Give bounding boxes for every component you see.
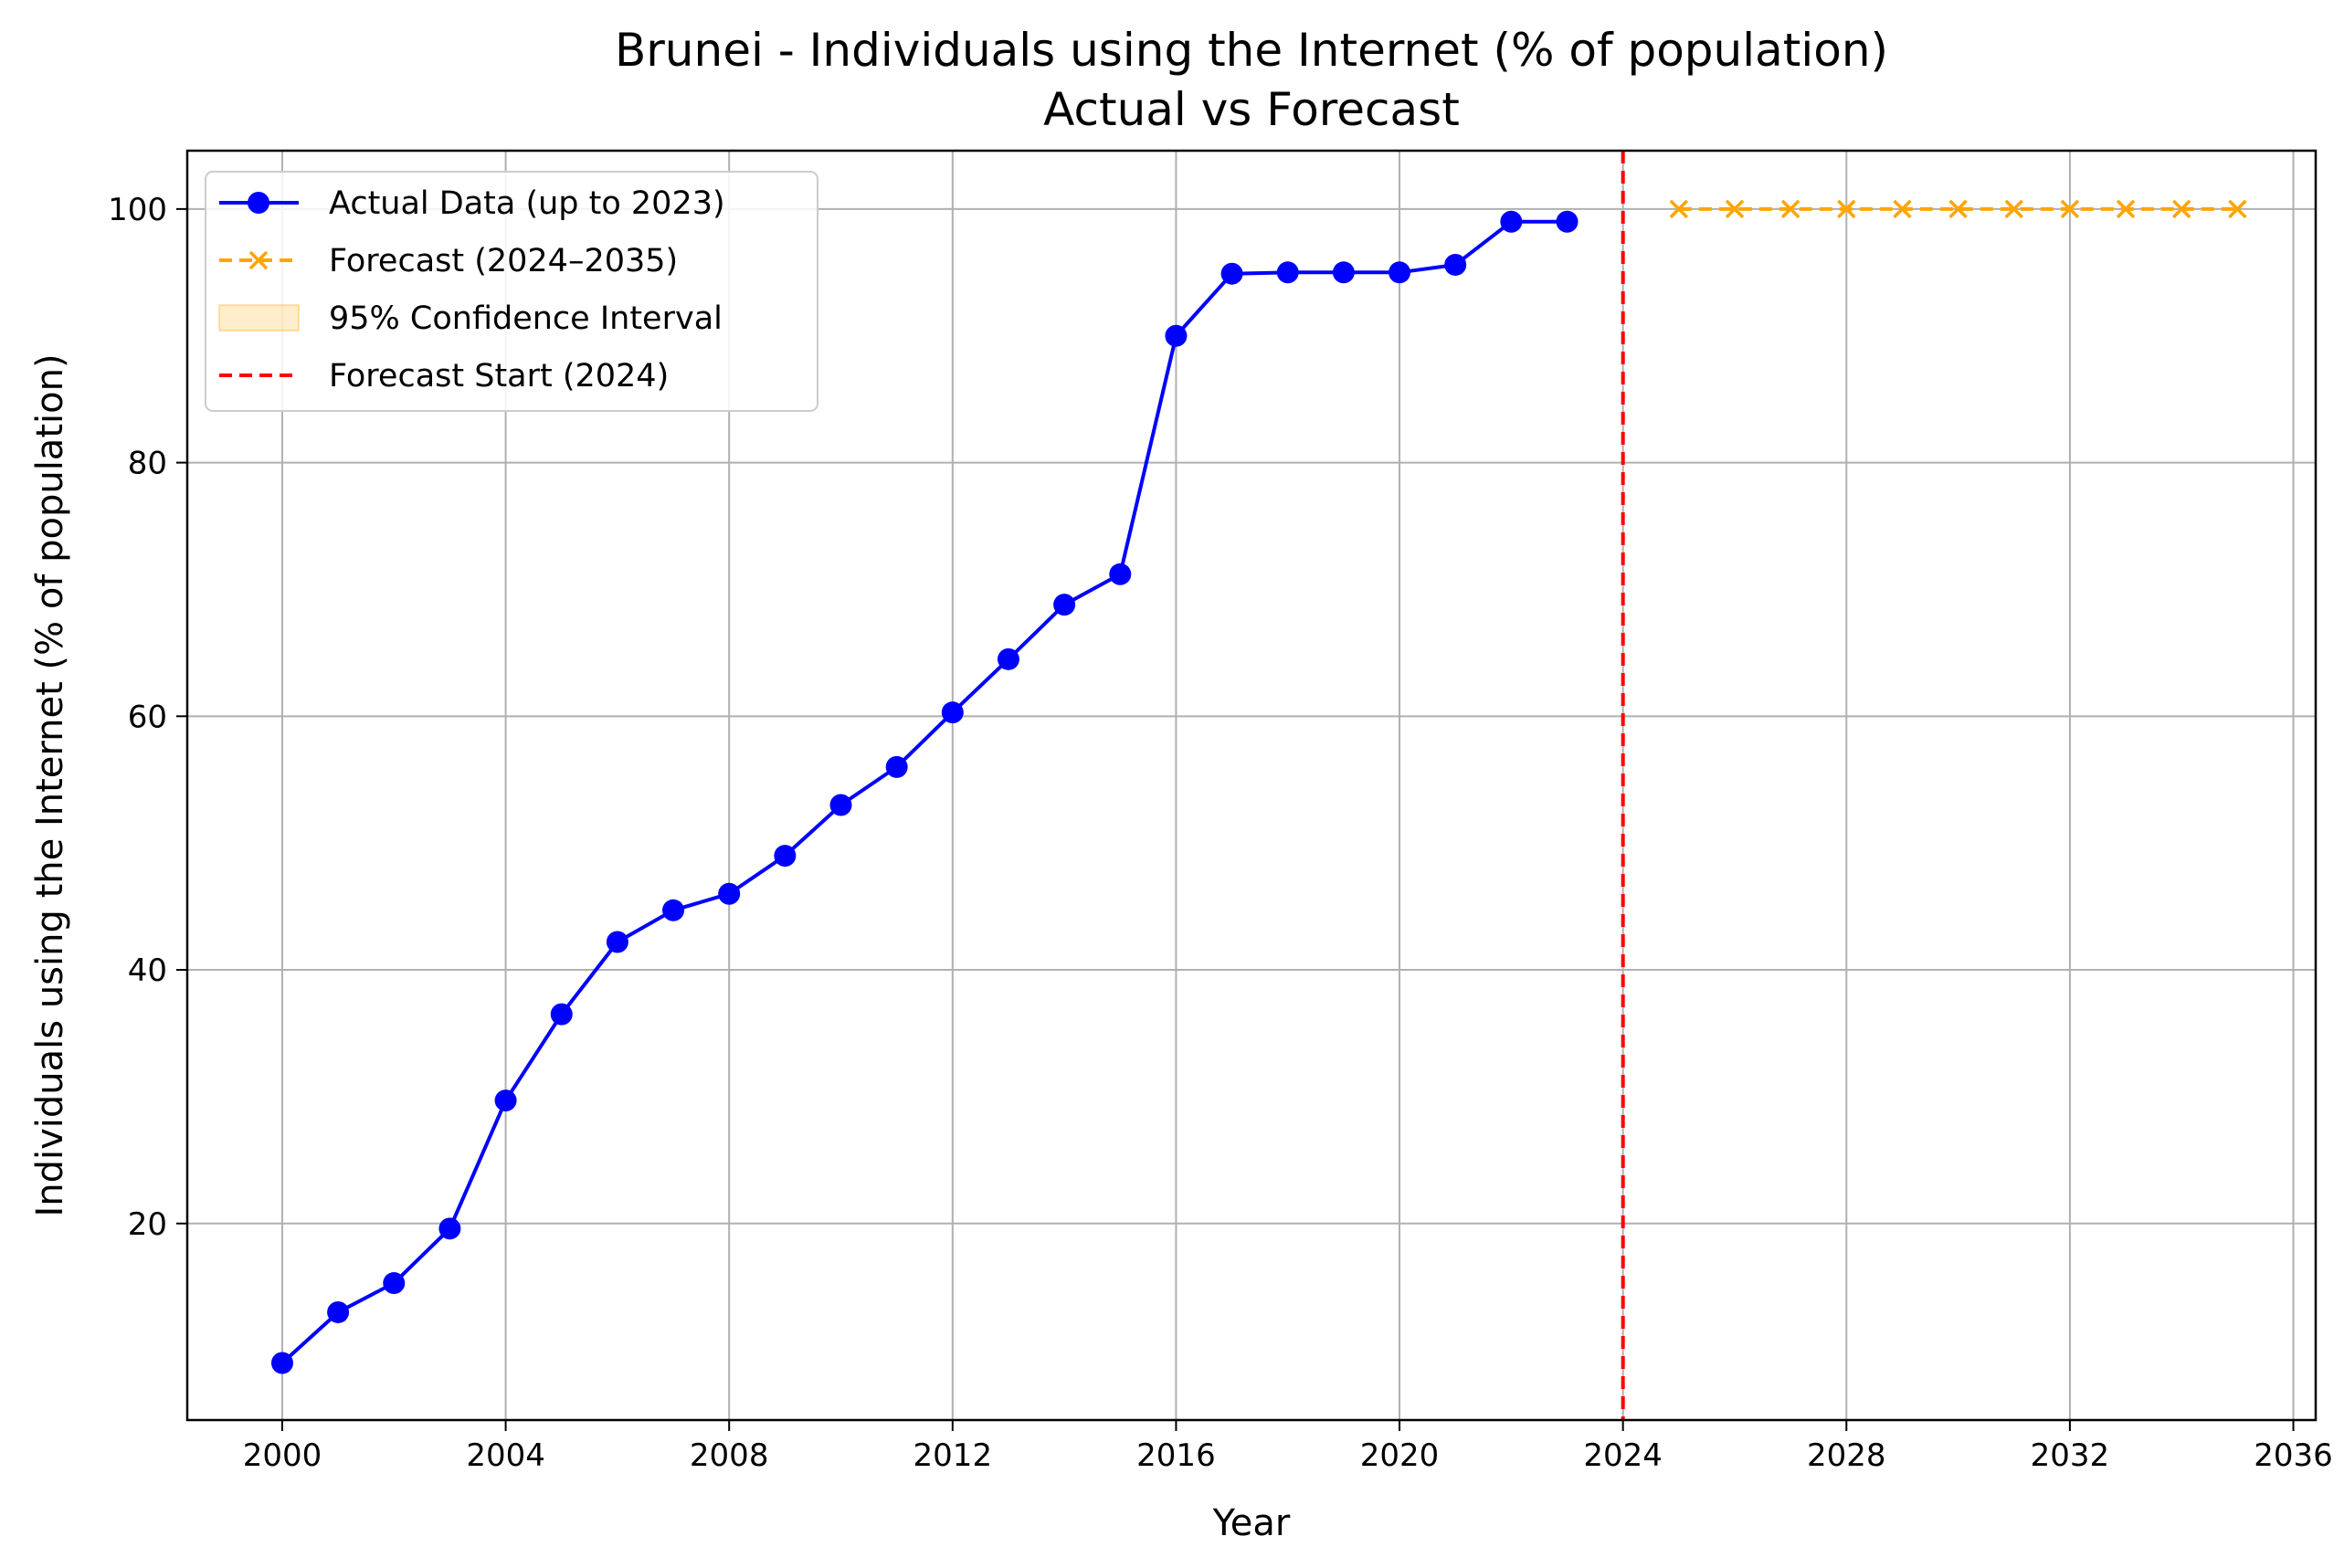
x-axis-label: Year [1212,1502,1291,1544]
forecast-data-point [2228,199,2247,219]
actual-data-point [997,647,1019,670]
actual-data-point [1165,324,1188,347]
forecast-data-point [1669,199,1689,219]
legend: Actual Data (up to 2023) Forecast (2024–… [205,171,818,412]
y-tick-label: 100 [108,192,167,228]
x-tick-label: 2012 [913,1437,993,1474]
actual-data-point [1109,563,1132,585]
x-tick-label: 2016 [1136,1437,1216,1474]
actual-data-point [829,794,852,816]
actual-data-point [1053,594,1076,616]
actual-data-point [1332,261,1355,284]
forecast-data-point [1780,199,1800,219]
actual-data-point [270,1352,293,1374]
x-tick-label: 2020 [1360,1437,1440,1474]
forecast-data-point [2060,199,2080,219]
x-tick-label: 2000 [243,1437,322,1474]
legend-vline-label: Forecast Start (2024) [329,358,669,395]
actual-data-point [718,882,741,905]
actual-data-point [327,1300,350,1323]
x-tick-label: 2036 [2254,1437,2333,1474]
y-axis-ticks: 20 40 60 80 100 [108,192,187,1243]
actual-data-point [1220,262,1243,285]
actual-data-point [494,1089,517,1112]
forecast-data-point [1837,199,1856,219]
legend-actual-label: Actual Data (up to 2023) [329,185,725,222]
forecast-data-point [1893,199,1912,219]
y-tick-label: 80 [128,446,167,482]
forecast-data-point [2116,199,2136,219]
actual-data-point [1276,261,1299,284]
y-tick-label: 40 [128,952,167,989]
actual-data-point [1556,210,1579,233]
legend-actual-marker [248,192,269,214]
series-layer [270,199,2247,1374]
actual-data-point [1500,210,1523,233]
plot-frame [185,149,2318,1422]
grid-lines [187,151,2316,1420]
actual-data-point [383,1272,406,1295]
legend-box [205,171,818,412]
forecast-data-point [2171,199,2191,219]
actual-data-point [1444,253,1467,276]
forecast-data-point [1725,199,1745,219]
y-axis-label: Individuals using the Internet (% of pop… [29,353,71,1216]
x-tick-label: 2004 [466,1437,545,1474]
chart-subtitle: Actual vs Forecast [1043,83,1460,136]
actual-data-point [885,755,908,778]
x-axis-ticks: 2000 2004 2008 2012 2016 2020 2024 2028 2032 2036 [243,1420,2333,1474]
legend-forecast-marker [248,250,269,270]
x-tick-label: 2024 [1583,1437,1663,1474]
actual-data-point [606,931,628,953]
actual-data-point [774,845,797,868]
chart-title: Brunei - Individuals using the Internet … [615,24,1888,77]
actual-data-point [941,701,964,724]
forecast-data-point [1948,199,1968,219]
legend-ci-swatch [218,304,300,331]
x-tick-label: 2032 [2031,1437,2110,1474]
x-tick-label: 2028 [1807,1437,1886,1474]
y-tick-label: 60 [128,699,167,735]
actual-data-point [662,899,685,921]
actual-data-point [438,1217,461,1240]
legend-forecast-label: Forecast (2024–2035) [329,243,678,279]
legend-ci-label: 95% Confidence Interval [329,300,723,337]
actual-data-point [1388,261,1411,284]
x-tick-label: 2008 [690,1437,769,1474]
y-tick-label: 20 [128,1206,167,1243]
forecast-data-point [2004,199,2023,219]
actual-data-point [550,1003,573,1026]
